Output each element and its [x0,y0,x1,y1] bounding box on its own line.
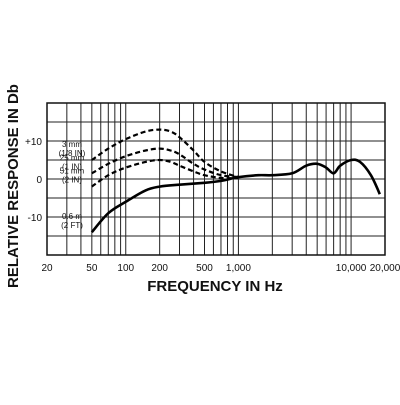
y-tick-label: 0 [36,175,42,186]
labels: 20 50 100 200 500 1,000 10,000 20,000 +10 0 -10 3 m… [25,137,400,274]
y-axis-title: RELATIVE RESPONSE IN Db [5,84,22,288]
x-tick-label: 100 [117,263,134,274]
x-tick-label: 500 [196,263,213,274]
response-curve-4 [90,158,381,234]
curve-label: 25 mm [60,153,85,162]
curves [90,128,381,234]
curve-label: 51 mm [60,167,85,176]
plot-frame [46,102,386,256]
x-tick-label: 20,000 [370,263,400,274]
x-tick-label: 200 [151,263,168,274]
x-tick-label: 50 [86,263,98,274]
response-curve-3 [91,158,239,188]
y-tick-label: +10 [25,137,42,148]
x-tick-label: 1,000 [226,263,251,274]
curve-label: (1 IN) [62,162,82,171]
x-tick-label: 20 [41,263,53,274]
grid [46,102,386,256]
curve-label: (1/8 IN) [59,149,86,158]
x-tick-label: 10,000 [336,263,367,274]
curve-label: (2 FT) [61,221,83,230]
response-curve-2 [91,147,239,179]
y-tick-label: -10 [28,213,43,224]
curve-label: 3 mm [62,140,82,149]
response-curve-1 [91,128,239,179]
curve-label: 0.6 m [62,212,82,221]
x-axis-title: FREQUENCY IN Hz [147,278,283,295]
curve-label: (2 IN) [62,176,82,185]
